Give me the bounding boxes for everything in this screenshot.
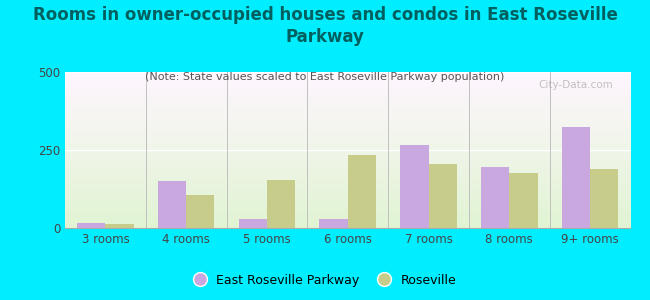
Legend: East Roseville Parkway, Roseville: East Roseville Parkway, Roseville — [190, 270, 460, 291]
Bar — [590, 169, 618, 228]
Text: (Note: State values scaled to East Roseville Parkway population): (Note: State values scaled to East Rosev… — [146, 72, 504, 82]
Bar — [186, 195, 214, 228]
Bar — [158, 181, 186, 228]
Bar — [481, 167, 510, 228]
Bar — [239, 219, 267, 228]
Bar — [348, 155, 376, 228]
Bar — [428, 164, 457, 228]
Text: Rooms in owner-occupied houses and condos in East Roseville
Parkway: Rooms in owner-occupied houses and condo… — [32, 6, 617, 46]
Text: City-Data.com: City-Data.com — [539, 80, 614, 90]
Bar — [77, 223, 105, 228]
Bar — [267, 180, 295, 228]
Bar — [320, 219, 348, 228]
Bar — [510, 173, 538, 228]
Bar — [400, 145, 428, 228]
Bar — [562, 127, 590, 228]
Bar — [105, 224, 134, 228]
